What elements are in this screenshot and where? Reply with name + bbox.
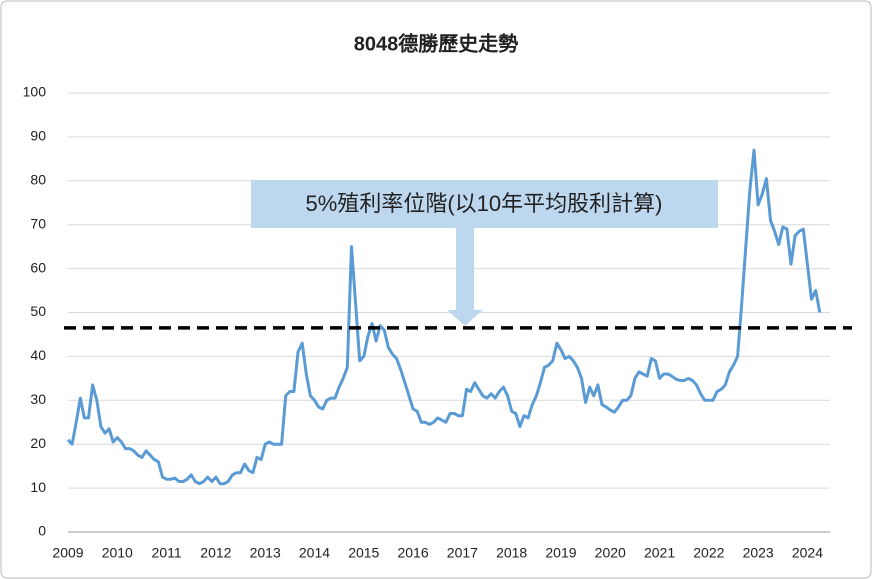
- y-tick-label: 60: [30, 259, 46, 275]
- x-tick-label: 2023: [743, 545, 774, 561]
- y-tick-label: 80: [30, 172, 46, 188]
- x-tick-label: 2022: [693, 545, 724, 561]
- x-tick-label: 2021: [644, 545, 675, 561]
- y-tick-label: 90: [30, 128, 46, 144]
- annotation: 5%殖利率位階(以10年平均股利計算): [306, 191, 663, 216]
- y-tick-label: 50: [30, 303, 46, 319]
- x-tick-label: 2012: [200, 545, 231, 561]
- x-tick-label: 2010: [102, 545, 133, 561]
- y-tick-label: 70: [30, 215, 46, 231]
- x-tick-label: 2015: [348, 545, 379, 561]
- y-tick-label: 10: [30, 479, 46, 495]
- data-line: [66, 148, 822, 486]
- y-tick-label: 40: [30, 347, 46, 363]
- y-tick-label: 100: [23, 84, 47, 100]
- x-tick-label: 2014: [299, 545, 330, 561]
- x-tick-label: 2011: [152, 545, 182, 561]
- y-tick-label: 0: [38, 523, 46, 539]
- x-tick-label: 2013: [250, 545, 281, 561]
- chart-title: 8048德勝歷史走勢: [354, 31, 519, 55]
- x-tick-label: 2024: [792, 545, 823, 561]
- y-tick-label: 30: [30, 391, 46, 407]
- x-tick-label: 2018: [496, 545, 527, 561]
- annotation-box: [251, 180, 718, 228]
- x-tick-label: 2016: [397, 545, 428, 561]
- annotation-arrow: [447, 228, 483, 326]
- x-tick-label: 2020: [595, 545, 626, 561]
- x-tick-label: 2009: [52, 545, 83, 561]
- y-tick-label: 20: [30, 435, 46, 451]
- x-tick-label: 2017: [447, 545, 478, 561]
- x-tick-label: 2019: [545, 545, 576, 561]
